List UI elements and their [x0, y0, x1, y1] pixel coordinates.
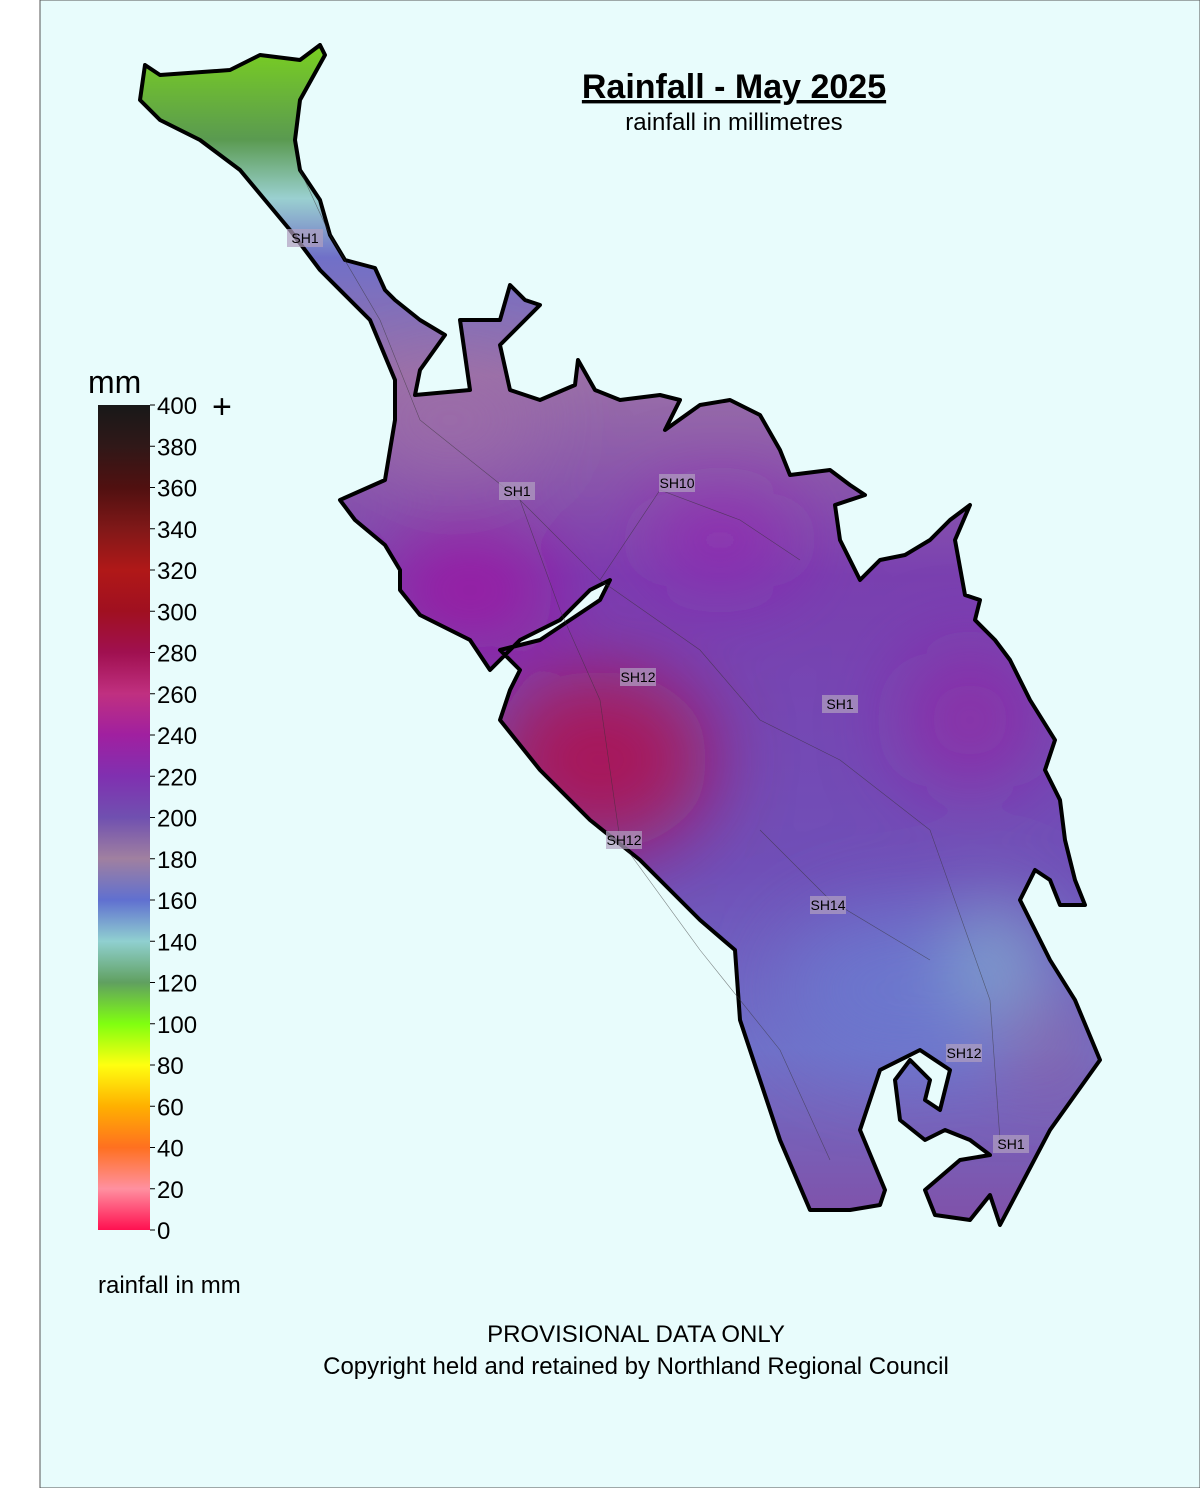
road-label-box [620, 668, 656, 686]
road-label-box [287, 229, 323, 247]
road-label: SH12 [620, 669, 655, 685]
road-label: SH12 [606, 832, 641, 848]
legend-tick-label: 80 [157, 1053, 184, 1080]
legend-tick-label: 280 [157, 641, 197, 668]
road-label-box [606, 831, 642, 849]
legend-tick-label: 360 [157, 476, 197, 503]
legend-tick-label: 160 [157, 888, 197, 915]
road-label-box [810, 896, 846, 914]
map-title: Rainfall - May 2025 [582, 68, 886, 106]
legend-tick-label: 180 [157, 847, 197, 874]
legend-tick-label: 120 [157, 971, 197, 998]
coastline [138, 43, 1102, 1227]
legend-tick-label: 200 [157, 806, 197, 833]
legend-tick-label: 240 [157, 723, 197, 750]
legend-tick-label: 320 [157, 558, 197, 585]
legend-tick-label: 20 [157, 1177, 184, 1204]
map-subtitle: rainfall in millimetres [625, 109, 842, 136]
legend-tick-label: 220 [157, 764, 197, 791]
road-label: SH14 [810, 897, 845, 913]
legend-tick-label: 140 [157, 929, 197, 956]
road-label: SH1 [503, 483, 530, 499]
copyright: Copyright held and retained by Northland… [323, 1353, 949, 1380]
legend-plus: + [212, 388, 232, 426]
road-label: SH1 [826, 696, 853, 712]
road-label-box [993, 1135, 1029, 1153]
legend-tick-label: 0 [157, 1218, 170, 1245]
road-label: SH1 [997, 1136, 1024, 1152]
road-label-box [499, 482, 535, 500]
legend-color-bar [98, 405, 150, 1230]
provisional-notice: PROVISIONAL DATA ONLY [487, 1321, 785, 1348]
legend-tick-label: 380 [157, 434, 197, 461]
legend-tick-label: 40 [157, 1136, 184, 1163]
road-labels: SH1 SH1 SH10 SH12 SH1 SH12 SH14 SH12 SH1 [287, 229, 1029, 1153]
legend-tick-label: 300 [157, 599, 197, 626]
road-label: SH12 [946, 1045, 981, 1061]
legend-caption: rainfall in mm [98, 1272, 241, 1299]
legend-tick-label: 100 [157, 1012, 197, 1039]
legend-tick-label: 340 [157, 517, 197, 544]
road-label-box [946, 1044, 982, 1062]
legend-tick-label: 60 [157, 1094, 184, 1121]
legend-tick-label: 400 [157, 393, 197, 420]
road-label: SH10 [659, 475, 694, 491]
legend-unit: mm [88, 364, 141, 400]
road-label-box [659, 474, 695, 492]
legend: mm + rainfall in mm 0 20 40 60 80 100 120 140 16… [88, 364, 241, 1299]
legend-tick-label: 260 [157, 682, 197, 709]
road-label-box [822, 695, 858, 713]
road-label: SH1 [291, 230, 318, 246]
